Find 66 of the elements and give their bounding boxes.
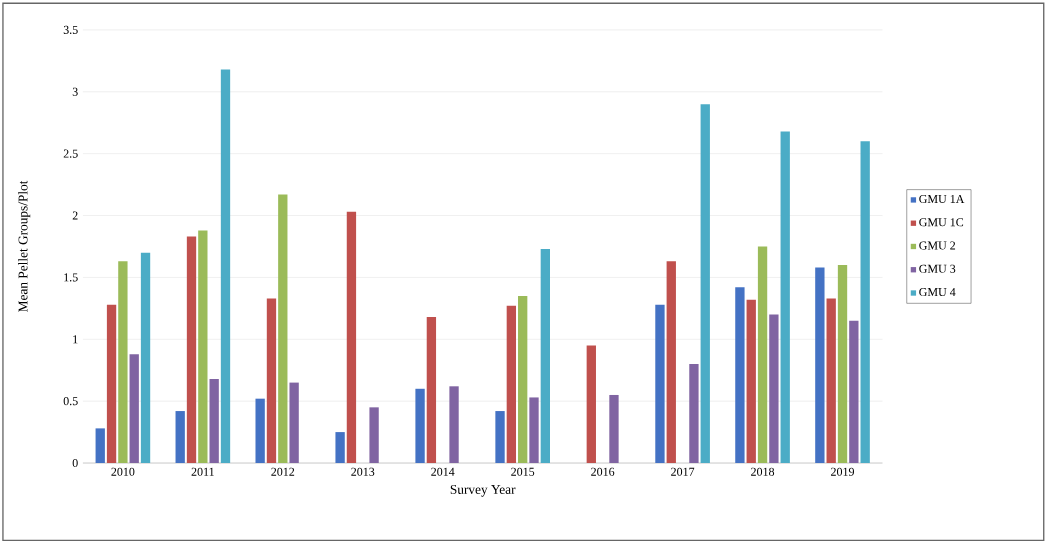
bar [506, 305, 517, 463]
y-tick-label: 1.5 [64, 273, 78, 282]
x-tick-label: 2018 [751, 467, 775, 476]
bar [518, 295, 528, 463]
bar [655, 304, 665, 463]
bar [540, 248, 550, 463]
bar [140, 252, 151, 463]
bar [609, 394, 619, 463]
bar [815, 267, 825, 463]
y-tick-label: 2 [72, 211, 78, 220]
bar [220, 69, 231, 463]
bar [106, 304, 117, 463]
legend-label: GMU 4 [919, 287, 956, 296]
x-axis-title: Survey Year [450, 484, 516, 497]
x-tick-label: 2015 [511, 467, 535, 476]
legend-label: GMU 1C [919, 218, 964, 227]
bar [746, 299, 756, 463]
x-tick-label: 2011 [191, 467, 214, 476]
bar [335, 431, 345, 463]
bar [449, 386, 459, 463]
bar [255, 398, 265, 463]
legend-label: GMU 2 [919, 241, 956, 250]
y-axis-title: Mean Pellet Groups/Plot [18, 180, 31, 312]
bar [266, 298, 277, 463]
bar [769, 314, 779, 463]
bar [780, 131, 790, 463]
bar [186, 236, 197, 463]
y-tick-label: 2.5 [63, 149, 78, 158]
x-tick-label: 2019 [831, 467, 855, 476]
y-tick-label: 0 [72, 458, 78, 467]
bar [129, 354, 139, 463]
bar [209, 378, 219, 463]
legend-label: GMU 3 [919, 264, 956, 273]
bar [369, 407, 379, 463]
bar [689, 363, 699, 463]
bar [735, 287, 745, 463]
x-tick-label: 2014 [431, 467, 455, 476]
legend-label: GMU 1A [919, 194, 965, 203]
bar [860, 141, 870, 463]
bar [346, 211, 357, 463]
x-tick-label: 2016 [591, 467, 615, 476]
bar [415, 388, 425, 463]
bar [95, 428, 105, 463]
bar [826, 298, 836, 463]
bar [849, 320, 859, 463]
x-tick-label: 2010 [111, 467, 135, 476]
x-tick-label: 2013 [351, 467, 375, 476]
bar [289, 382, 299, 463]
y-tick-label: 0.5 [63, 396, 78, 406]
y-tick-label: 1 [73, 335, 78, 344]
bar [757, 246, 768, 463]
bar [495, 410, 505, 463]
x-tick-label: 2017 [671, 467, 695, 476]
bar [837, 264, 848, 463]
bar [175, 410, 185, 463]
bar [198, 230, 208, 463]
bar [586, 345, 596, 463]
bar [700, 104, 710, 463]
y-tick-label: 3 [72, 87, 78, 96]
bar [666, 261, 676, 463]
bar [278, 194, 288, 463]
bar [426, 316, 437, 463]
x-tick-label: 2012 [271, 467, 295, 476]
y-tick-label: 3.5 [63, 25, 78, 34]
bar [118, 261, 128, 463]
bar [529, 397, 539, 463]
